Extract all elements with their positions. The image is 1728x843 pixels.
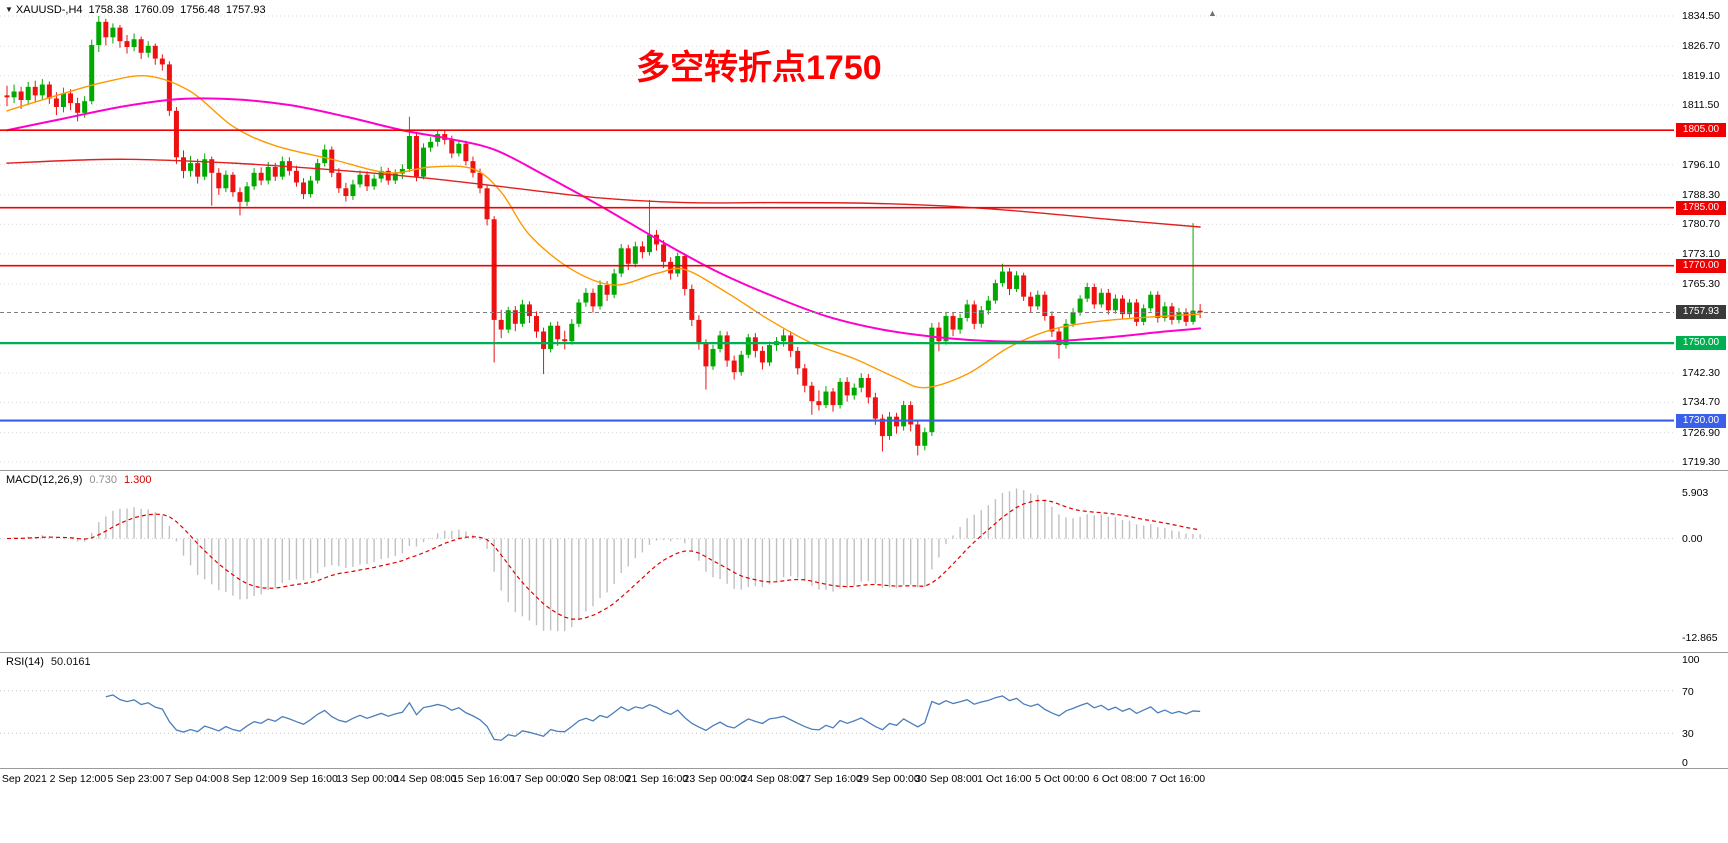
- price-badge-1770.00: 1770.00: [1676, 258, 1726, 273]
- bar-low-value: 1756.48: [180, 4, 220, 16]
- x-axis-label: 27 Sep 16:00: [799, 773, 862, 785]
- annotation-text: 多空转折点1750: [636, 49, 882, 87]
- x-axis-label: 8 Sep 12:00: [223, 773, 280, 785]
- macd-label: MACD(12,26,9) 0.730 1.300: [6, 474, 151, 486]
- x-axis-label: 29 Sep 00:00: [857, 773, 920, 785]
- x-axis-label: 1 Oct 16:00: [977, 773, 1032, 785]
- x-axis-label: 30 Sep 08:00: [915, 773, 978, 785]
- macd-signal-line: [6, 499, 1201, 620]
- y-axis-label: 1734.70: [1682, 396, 1720, 409]
- price-badge-1805.00: 1805.00: [1676, 123, 1726, 138]
- x-axis-label: 1 Sep 2021: [0, 773, 47, 785]
- rsi-value: 50.0161: [50, 656, 91, 668]
- price-badge-1730.00: 1730.00: [1676, 413, 1726, 428]
- bar-open-value: 1758.38: [88, 4, 129, 16]
- y-axis-label: 1819.10: [1682, 69, 1720, 82]
- rsi-axis-label: 70: [1682, 685, 1694, 698]
- price-badge-1750.00: 1750.00: [1676, 336, 1726, 351]
- macd-main-value: 0.730: [89, 474, 117, 486]
- symbol-dropdown-icon: ▼: [5, 5, 13, 14]
- y-axis-label: 1826.70: [1682, 40, 1720, 53]
- x-axis-label: 6 Oct 08:00: [1092, 773, 1148, 785]
- x-axis-label: 7 Sep 04:00: [165, 773, 223, 785]
- x-axis-label: 5 Sep 23:00: [107, 773, 165, 785]
- rsi-line: [105, 694, 1201, 741]
- y-axis-label: 1726.90: [1682, 426, 1720, 439]
- y-axis-label: 1719.30: [1682, 456, 1720, 468]
- rsi-label: RSI(14) 50.0161: [6, 656, 91, 668]
- x-axis-label: 21 Sep 16:00: [625, 773, 689, 785]
- bar-high-value: 1760.09: [134, 4, 175, 16]
- x-axis-label: 13 Sep 00:00: [336, 773, 399, 785]
- y-axis-label: 1765.30: [1682, 277, 1720, 290]
- symbol-timeframe-label: XAUUSD-,H4: [15, 4, 83, 16]
- candlestick-series: [4, 16, 1203, 456]
- x-axis-label: 9 Sep 16:00: [281, 773, 338, 785]
- ma-mid-magenta-line: [6, 97, 1202, 343]
- bar-close-value: 1757.93: [225, 4, 266, 16]
- x-axis-label: 7 Oct 16:00: [1150, 773, 1206, 785]
- y-axis-label: 1834.50: [1682, 10, 1720, 22]
- price-chart-surface[interactable]: [0, 0, 1728, 470]
- y-axis-label: 1780.70: [1682, 218, 1720, 231]
- macd-axis-label: 5.903: [1682, 487, 1709, 500]
- macd-axis-label: -12.865: [1682, 631, 1718, 644]
- rsi-indicator-name: RSI(14): [6, 656, 44, 668]
- x-axis-label: 23 Sep 00:00: [683, 773, 747, 785]
- rsi-level-lines: [0, 690, 1674, 734]
- macd-histogram: [13, 488, 1201, 632]
- macd-surface[interactable]: [0, 471, 1728, 653]
- y-axis-label: 1811.50: [1682, 99, 1720, 112]
- macd-indicator-name: MACD(12,26,9): [6, 474, 83, 486]
- y-axis-label: 1796.10: [1682, 158, 1720, 171]
- main-chart-panel: ▼ XAUUSD-,H4 1758.38 1760.09 1756.48 1757.93 …: [0, 0, 1728, 470]
- x-axis-label: 5 Oct 00:00: [1035, 773, 1090, 785]
- rsi-axis-label: 100: [1682, 654, 1700, 666]
- y-axis-label: 1788.30: [1682, 188, 1720, 201]
- rsi-axis-label: 0: [1682, 757, 1688, 769]
- x-axis-label: 20 Sep 08:00: [567, 773, 631, 785]
- macd-panel: MACD(12,26,9) 0.730 1.300 5.903 0.00 -12.865: [0, 470, 1728, 653]
- ma-fast-orange-line: [6, 74, 1201, 389]
- rsi-surface[interactable]: [0, 653, 1728, 769]
- x-axis-label: 2 Sep 12:00: [49, 773, 107, 785]
- rsi-panel: RSI(14) 50.0161 100 70 30 0: [0, 652, 1728, 769]
- ma-slow-red-line: [6, 158, 1201, 228]
- chart-shift-marker[interactable]: ▲: [1208, 8, 1217, 18]
- x-axis-label: 24 Sep 08:00: [741, 773, 804, 785]
- x-axis-label: 15 Sep 16:00: [451, 773, 515, 785]
- symbol-info: ▼ XAUUSD-,H4 1758.38 1760.09 1756.48 1757.93: [5, 4, 266, 16]
- current-price-badge: 1757.93: [1676, 305, 1726, 320]
- x-axis-label: 14 Sep 08:00: [394, 773, 457, 785]
- x-axis-label: 17 Sep 00:00: [509, 773, 573, 785]
- rsi-axis-label: 30: [1682, 728, 1694, 741]
- price-badge-1785.00: 1785.00: [1676, 200, 1726, 215]
- macd-signal-value: 1.300: [123, 474, 152, 486]
- y-axis-label: 1742.30: [1682, 366, 1720, 379]
- y-axis-label: 1773.10: [1682, 247, 1720, 260]
- macd-axis-label: 0.00: [1682, 532, 1703, 545]
